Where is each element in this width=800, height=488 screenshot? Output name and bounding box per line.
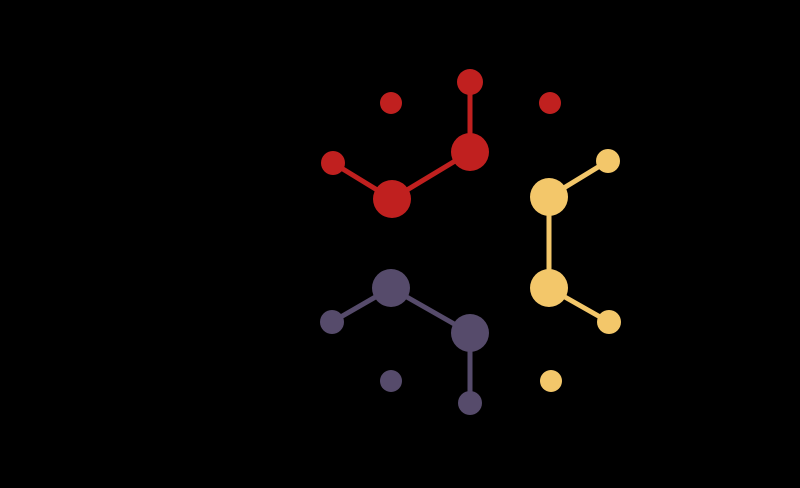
graph-node[interactable] (380, 370, 402, 392)
graph-node[interactable] (372, 269, 410, 307)
graph-node[interactable] (530, 178, 568, 216)
graph-node[interactable] (320, 310, 344, 334)
graph-node[interactable] (597, 310, 621, 334)
graph-node[interactable] (540, 370, 562, 392)
graph-node[interactable] (539, 92, 561, 114)
graph-node[interactable] (321, 151, 345, 175)
graph-node[interactable] (380, 92, 402, 114)
graph-node[interactable] (451, 314, 489, 352)
graph-node[interactable] (451, 133, 489, 171)
node-layer (320, 69, 621, 415)
graph-node[interactable] (458, 391, 482, 415)
graph-node[interactable] (457, 69, 483, 95)
graph-node[interactable] (530, 269, 568, 307)
graph-node[interactable] (373, 180, 411, 218)
graph-node[interactable] (596, 149, 620, 173)
